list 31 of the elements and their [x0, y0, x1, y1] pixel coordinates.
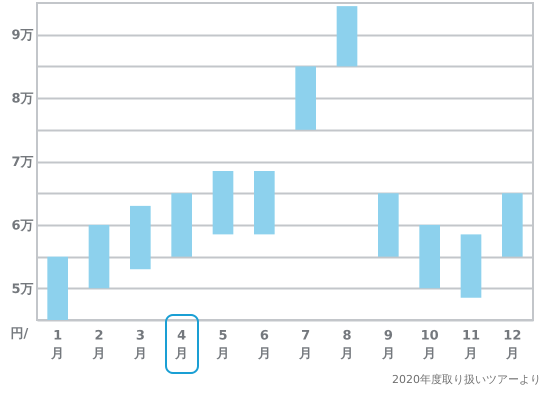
x-tick-label: 6月: [256, 328, 271, 362]
x-tick-label: 11月: [462, 328, 480, 362]
y-tick-label: 5万: [11, 282, 34, 297]
text: 2020年度取り扱いツアーより: [392, 373, 541, 386]
y-tick-label: 8万: [11, 92, 34, 107]
bar: [460, 234, 482, 298]
y-tick-label: 7万: [11, 155, 34, 170]
bar: [88, 224, 110, 288]
x-tick-label: 3月: [132, 328, 147, 362]
x-tick-label: 2月: [92, 328, 106, 362]
y-tick-label: 9万: [11, 28, 34, 44]
bar: [171, 193, 192, 257]
x-tick-label: 1月: [50, 328, 64, 362]
x-tick-label: 10月: [420, 328, 439, 362]
x-tick-label: 7月: [298, 328, 312, 362]
x-tick-label: 4月: [174, 328, 188, 362]
bar: [378, 193, 399, 257]
y-axis-title: 円/: [10, 326, 28, 342]
x-tick-label: 9月: [380, 328, 395, 362]
bar: [419, 224, 440, 288]
x-tick-label: 5月: [216, 328, 230, 362]
bar: [502, 193, 523, 257]
x-tick-label: 12月: [503, 328, 522, 362]
bar: [130, 206, 151, 270]
bar: [295, 66, 316, 130]
bar: [47, 256, 68, 320]
x-tick-label: 8月: [340, 328, 354, 362]
bar: [336, 6, 358, 66]
bar: [212, 171, 234, 234]
y-tick-label: 6万: [11, 218, 34, 234]
bar: [254, 171, 275, 234]
